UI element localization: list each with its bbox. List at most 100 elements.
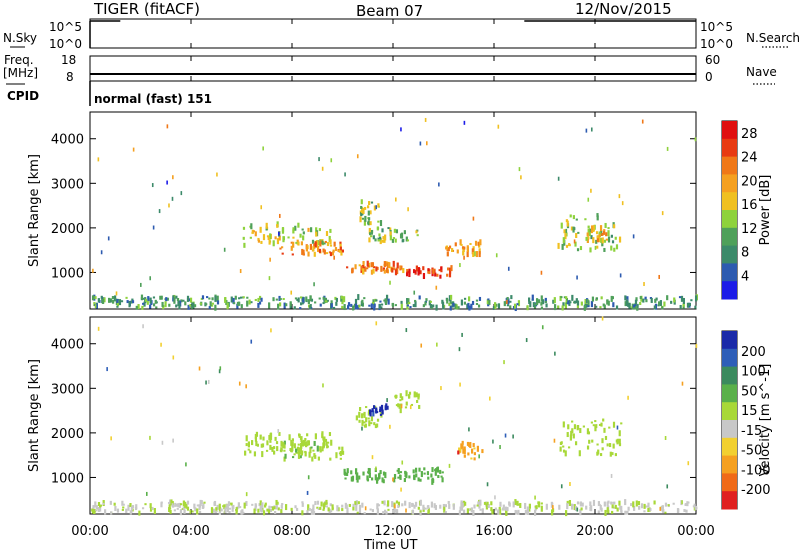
noise-cell <box>518 167 521 172</box>
data-cell <box>111 296 115 300</box>
data-cell <box>91 295 95 301</box>
noise-cell <box>687 461 690 466</box>
data-cell <box>504 506 507 511</box>
data-cell <box>91 508 94 512</box>
data-cell <box>624 295 627 301</box>
data-cell <box>211 297 214 301</box>
x-tick-label: 08:00 <box>273 524 310 539</box>
data-cell <box>266 440 269 446</box>
data-cell <box>116 301 119 307</box>
data-cell <box>365 406 368 409</box>
data-cell <box>478 251 481 258</box>
data-cell <box>366 260 369 267</box>
data-cell <box>653 305 656 310</box>
noise-cell <box>140 282 142 287</box>
data-cell <box>476 504 479 507</box>
data-cell <box>478 296 482 301</box>
noise-cell <box>168 203 170 208</box>
data-cell <box>404 406 408 409</box>
data-cell <box>164 301 167 308</box>
data-cell <box>122 506 125 509</box>
data-cell <box>360 268 363 273</box>
data-cell <box>295 241 298 244</box>
chart-layer: 00:00 04:00 08:00 12:00 16:00 20:00 00:0010002… <box>27 19 773 539</box>
noise-cell <box>371 455 374 460</box>
data-cell <box>372 410 375 417</box>
data-cell <box>487 302 490 307</box>
data-cell <box>319 506 322 510</box>
data-cell <box>341 305 344 309</box>
data-cell <box>261 507 264 511</box>
data-cell <box>559 295 562 301</box>
data-cell <box>564 302 568 309</box>
data-cell <box>341 504 344 508</box>
noise-cell <box>666 146 669 151</box>
data-cell <box>582 425 585 428</box>
noise-cell <box>458 347 461 352</box>
noise-cell <box>132 147 135 152</box>
data-cell <box>456 249 459 254</box>
data-cell <box>599 237 603 243</box>
data-cell <box>278 295 281 301</box>
data-cell <box>532 302 535 308</box>
data-cell <box>272 297 275 302</box>
data-cell <box>379 238 382 245</box>
data-cell <box>561 305 564 311</box>
data-cell <box>461 246 465 250</box>
noise-cell <box>356 154 359 159</box>
data-cell <box>644 296 647 300</box>
data-cell <box>461 444 464 449</box>
noise-cell <box>525 338 528 343</box>
data-cell <box>394 395 397 398</box>
data-cell <box>230 502 233 506</box>
data-cell <box>427 476 430 480</box>
data-cell <box>406 303 409 310</box>
data-cell <box>370 422 373 425</box>
data-cell <box>294 297 298 300</box>
data-cell <box>280 504 283 509</box>
noise-cell <box>277 429 280 434</box>
data-cell <box>267 236 270 240</box>
data-cell <box>366 475 369 481</box>
data-cell <box>257 297 260 302</box>
data-cell <box>323 242 326 245</box>
data-cell <box>391 238 394 243</box>
data-cell <box>613 501 616 505</box>
colorbar-segment <box>722 210 737 229</box>
data-cell <box>339 246 342 251</box>
data-cell <box>319 303 322 307</box>
data-cell <box>601 232 604 236</box>
data-cell <box>486 299 489 305</box>
data-cell <box>359 216 362 223</box>
noise-cell <box>413 290 416 295</box>
data-cell <box>620 505 623 512</box>
data-cell <box>483 501 487 505</box>
data-cell <box>414 501 418 507</box>
data-cell <box>343 296 346 303</box>
data-cell <box>279 247 282 250</box>
data-cell <box>347 305 350 310</box>
data-cell <box>422 304 425 308</box>
data-cell <box>506 304 510 307</box>
data-cell <box>387 227 390 230</box>
data-cell <box>607 227 610 230</box>
noise-cell <box>364 506 367 511</box>
data-cell <box>278 431 281 436</box>
data-cell <box>395 404 399 407</box>
data-cell <box>461 440 464 445</box>
data-cell <box>473 452 476 456</box>
noise-cell <box>494 495 496 500</box>
data-cell <box>129 503 132 508</box>
data-cell <box>586 445 590 450</box>
data-cell <box>449 267 452 274</box>
data-cell <box>639 296 642 300</box>
data-cell <box>415 230 418 234</box>
data-cell <box>330 300 333 304</box>
data-cell <box>661 507 664 511</box>
noise-cell <box>278 213 281 218</box>
colorbar-tick-label: 12 <box>741 222 758 237</box>
data-cell <box>284 504 288 511</box>
data-cell <box>208 306 211 310</box>
data-cell <box>199 499 202 506</box>
data-cell <box>605 232 608 237</box>
